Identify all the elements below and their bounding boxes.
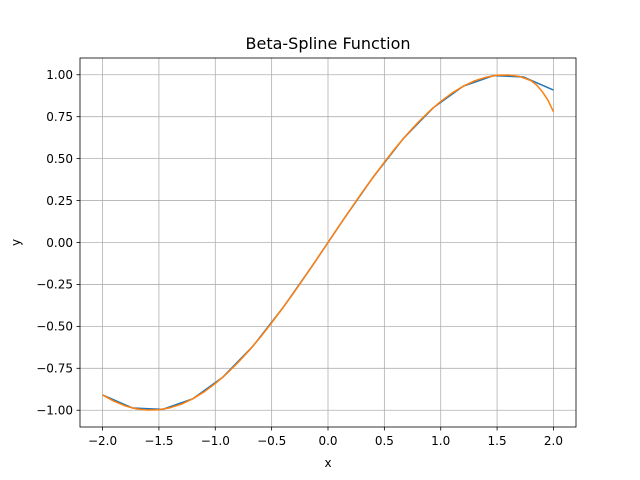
y-axis-label: y [9,239,23,246]
y-tick-label: 0.75 [46,110,73,124]
y-tick-label: −0.75 [36,362,73,376]
series-line-2 [102,74,555,411]
x-tick-label: 0.0 [318,434,337,448]
x-tick-label: −1.5 [144,434,173,448]
x-tick-label: −1.0 [201,434,230,448]
x-tick-label: 1.5 [488,434,507,448]
y-tick-label: −0.25 [36,278,73,292]
y-tick-label: 0.00 [46,236,73,250]
y-axis-ticks: −1.00 −0.75 −0.50 −0.25 0.00 0.25 0.50 0.75 1.00 [36,68,80,418]
grid [80,58,576,427]
y-tick-label: 1.00 [46,68,73,82]
x-tick-label: 1.0 [431,434,450,448]
y-tick-label: −1.00 [36,404,73,418]
chart-title: Beta-Spline Function [246,34,411,53]
x-axis-label: x [324,456,331,470]
y-tick-label: −0.50 [36,320,73,334]
x-tick-label: −0.5 [257,434,286,448]
y-tick-label: 0.25 [46,194,73,208]
series-lines [102,74,555,411]
y-tick-label: 0.50 [46,152,73,166]
x-tick-label: 2.0 [544,434,563,448]
x-tick-label: −2.0 [88,434,117,448]
x-axis-ticks: −2.0 −1.5 −1.0 −0.5 0.0 0.5 1.0 1.5 2.0 [88,427,563,448]
x-tick-label: 0.5 [375,434,394,448]
